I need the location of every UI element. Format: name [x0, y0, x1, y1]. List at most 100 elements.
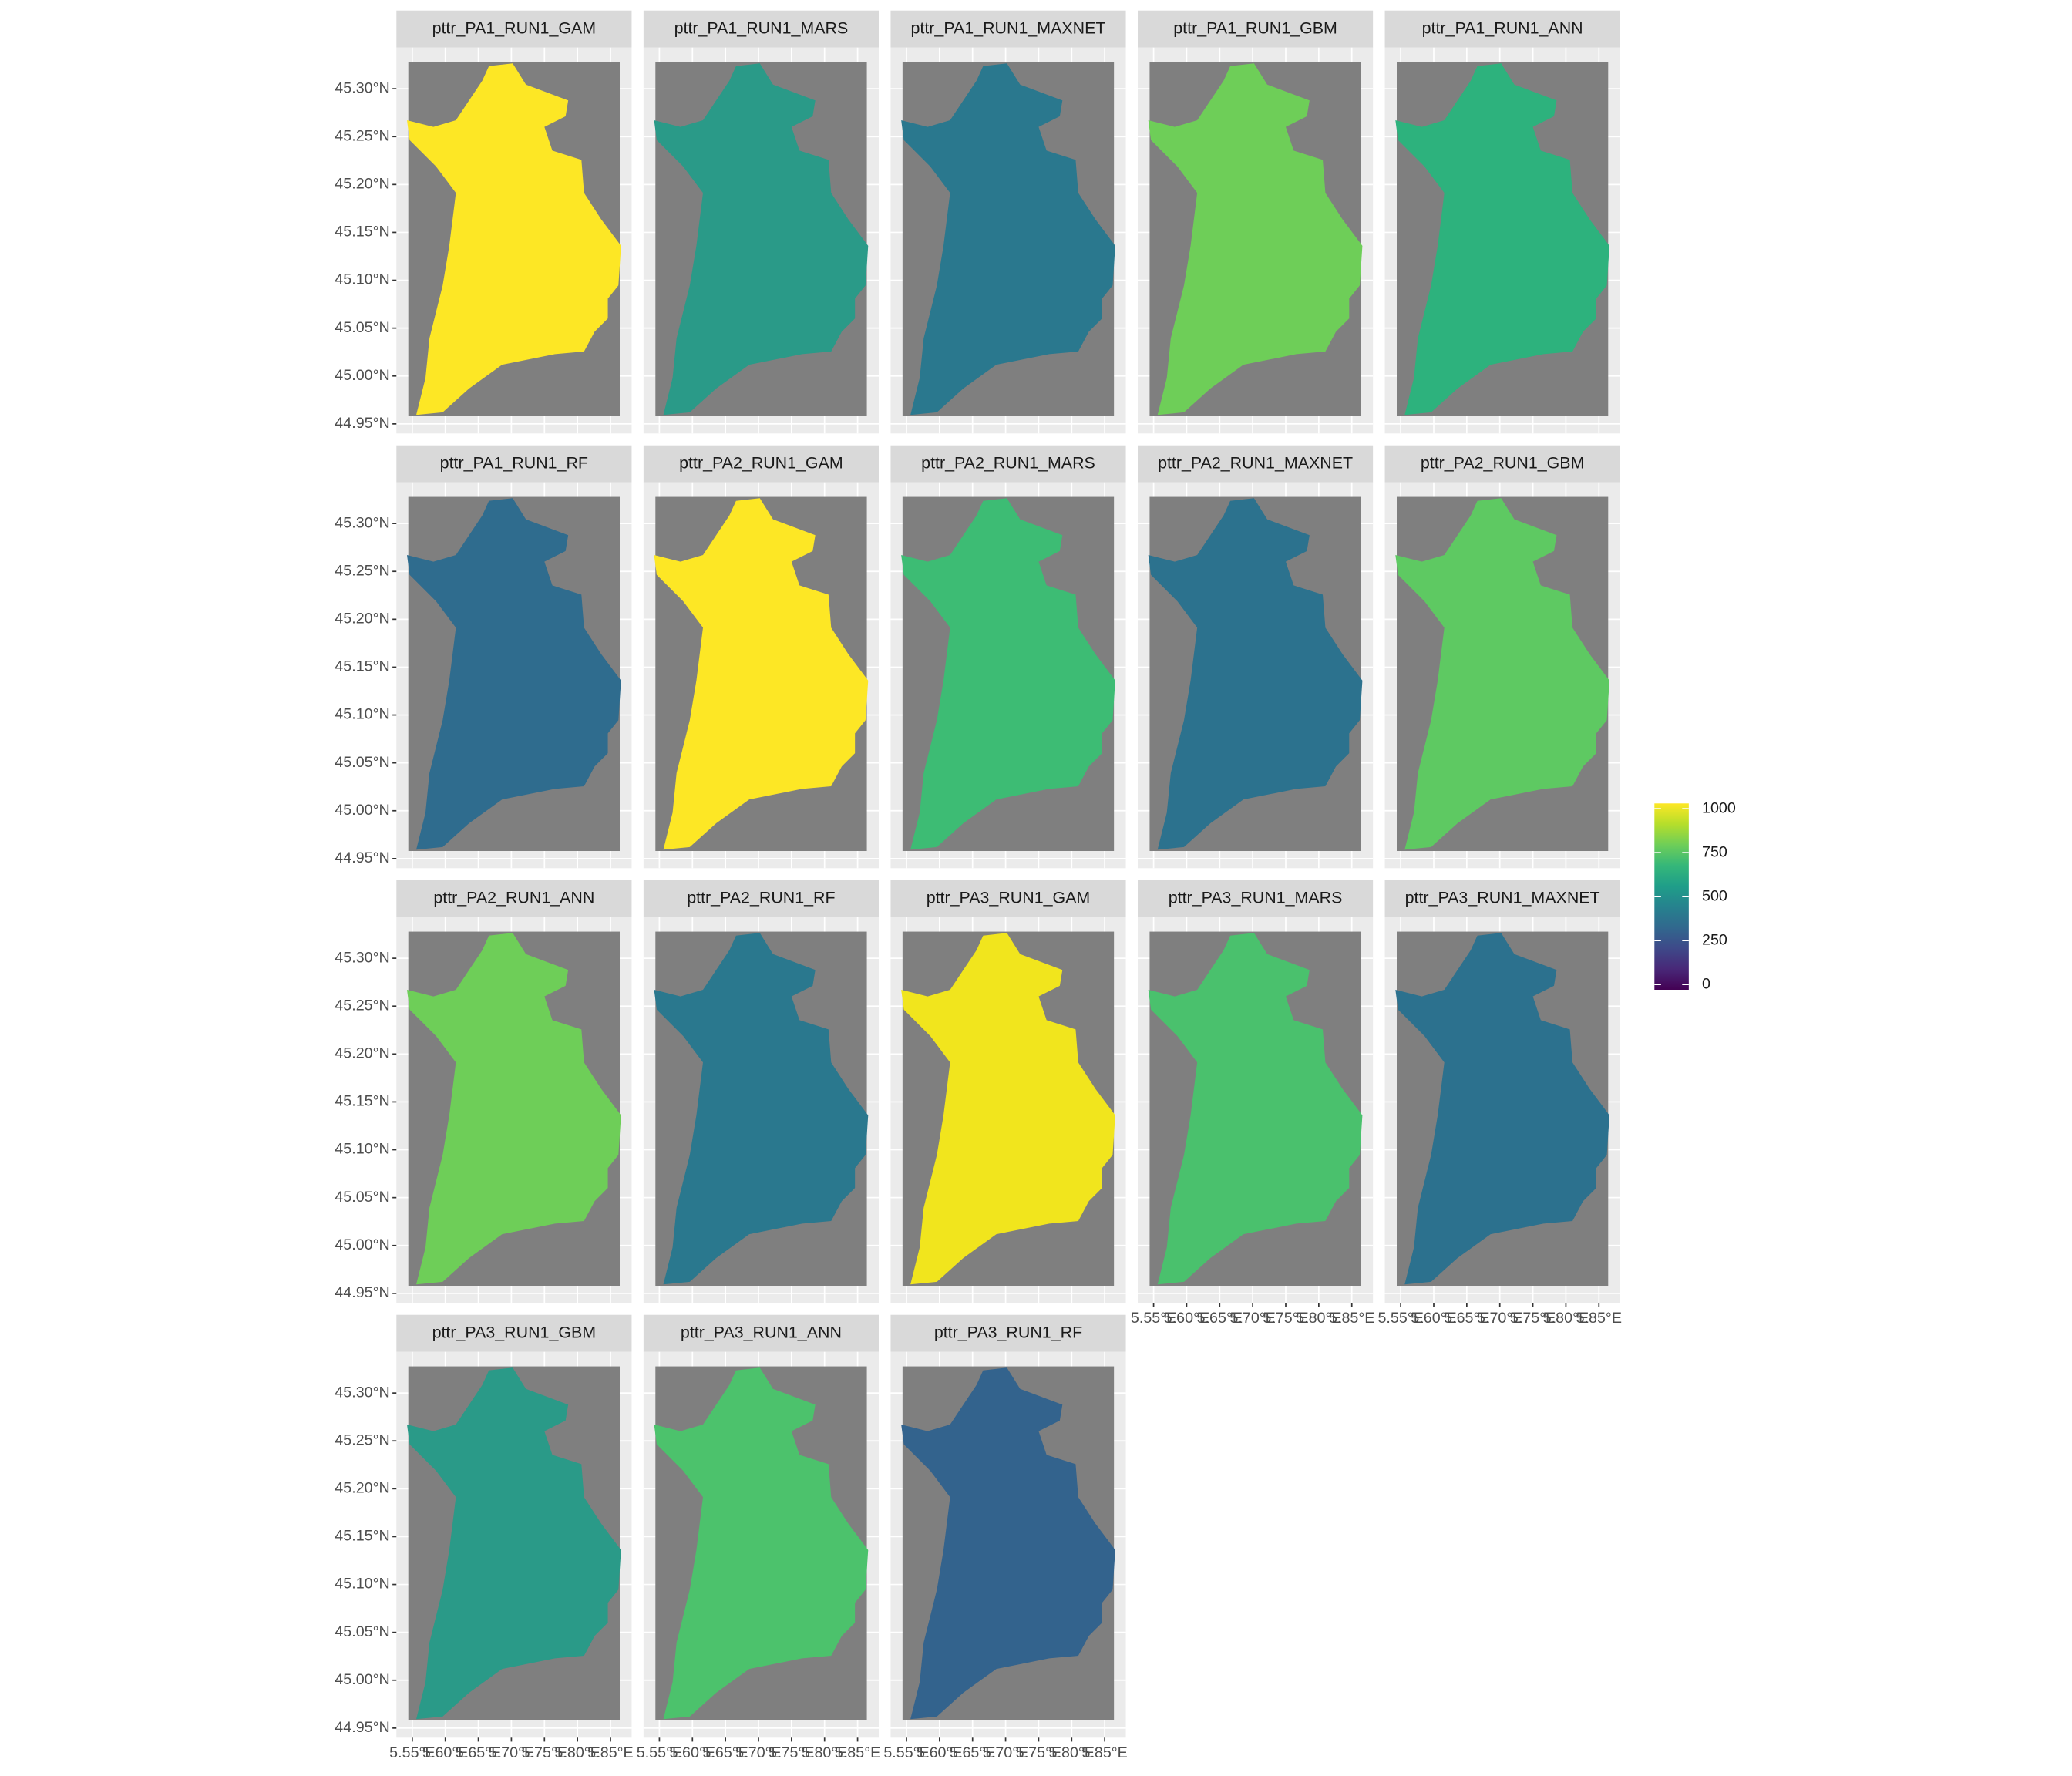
legend-label: 750 [1702, 843, 1727, 860]
map-area [407, 498, 621, 850]
strip [890, 10, 1126, 48]
y-tick-label: 45.25°N [335, 1431, 389, 1448]
strip [890, 880, 1126, 917]
strip-title: pttr_PA2_RUN1_GAM [679, 453, 843, 472]
y-tick-label: 45.20°N [335, 610, 389, 627]
x-tick-label: 5.75°E [522, 1744, 567, 1761]
strip-title: pttr_PA3_RUN1_RF [934, 1323, 1082, 1341]
map-area [654, 498, 869, 850]
legend-label: 250 [1702, 931, 1727, 948]
y-tick-label: 45.15°N [335, 658, 389, 675]
facet: pttr_PA2_RUN1_MARS [890, 445, 1126, 869]
y-tick-label: 45.25°N [335, 562, 389, 579]
x-tick-label: 5.80°E [802, 1744, 847, 1761]
facet: pttr_PA1_RUN1_ANN [1384, 10, 1620, 434]
x-tick-label: 5.65°E [1444, 1310, 1489, 1327]
map-area [407, 1367, 621, 1720]
x-tick-label: 5.70°E [1229, 1310, 1275, 1327]
y-tick-label: 44.95°N [335, 1284, 389, 1301]
y-tick-label: 45.10°N [335, 706, 389, 723]
x-tick-label: 5.75°E [769, 1744, 814, 1761]
y-tick-label: 45.10°N [335, 1576, 389, 1593]
x-tick-label: 5.85°E [835, 1744, 880, 1761]
map-area [407, 933, 621, 1285]
strip [396, 880, 632, 917]
facet: pttr_PA2_RUN1_GBM [1384, 445, 1620, 869]
x-tick-label: 5.75°E [1016, 1744, 1061, 1761]
x-tick-label: 5.55°E [1131, 1310, 1176, 1327]
y-tick-label: 45.05°N [335, 1189, 389, 1206]
y-tick-label: 45.05°N [335, 1623, 389, 1640]
x-tick-label: 5.65°E [456, 1744, 501, 1761]
y-tick-label: 45.10°N [335, 1141, 389, 1158]
strip [396, 445, 632, 483]
facet: pttr_PA1_RUN1_MAXNET [890, 10, 1126, 434]
facet: pttr_PA1_RUN1_RF 44.95°N 45.00°N 45.05°N 45.… [335, 445, 632, 869]
strip [643, 1314, 879, 1352]
x-tick-label: 5.85°E [587, 1744, 633, 1761]
y-tick-label: 45.20°N [335, 176, 389, 193]
strip-title: pttr_PA2_RUN1_RF [687, 888, 835, 906]
strip-title: pttr_PA3_RUN1_MAXNET [1405, 888, 1600, 906]
x-tick-label: 5.85°E [1329, 1310, 1374, 1327]
map-area [654, 1367, 869, 1720]
strip-title: pttr_PA1_RUN1_GAM [432, 18, 597, 37]
y-tick-label: 45.20°N [335, 1045, 389, 1062]
map-area [1148, 498, 1363, 850]
x-tick-label: 5.70°E [735, 1744, 781, 1761]
facet: pttr_PA3_RUN1_ANN 5.55°E5.60°E5.65°E5.70°… [637, 1314, 880, 1761]
map-area [901, 498, 1115, 850]
strip-title: pttr_PA3_RUN1_MARS [1169, 888, 1343, 906]
y-tick-label: 45.20°N [335, 1480, 389, 1497]
facet: pttr_PA1_RUN1_MARS [643, 10, 879, 434]
y-tick-label: 45.00°N [335, 1236, 389, 1253]
strip [643, 445, 879, 483]
strip-title: pttr_PA1_RUN1_ANN [1422, 18, 1583, 37]
x-tick-label: 5.75°E [1510, 1310, 1556, 1327]
y-tick-label: 45.30°N [335, 79, 389, 96]
strip [1384, 880, 1620, 917]
strip [1138, 10, 1374, 48]
y-tick-label: 45.00°N [335, 1671, 389, 1688]
y-tick-label: 45.15°N [335, 224, 389, 240]
strip [890, 445, 1126, 483]
x-tick-label: 5.55°E [637, 1744, 682, 1761]
y-tick-label: 45.05°N [335, 754, 389, 771]
map-area [1148, 933, 1363, 1285]
map-area [654, 933, 869, 1285]
strip [1138, 445, 1374, 483]
facet: pttr_PA3_RUN1_GAM [890, 880, 1126, 1303]
strip-title: pttr_PA1_RUN1_MARS [674, 18, 849, 37]
map-area [1395, 933, 1610, 1285]
facet: pttr_PA3_RUN1_GBM 44.95°N 45.00°N 45.05°N 45… [335, 1314, 634, 1761]
strip-title: pttr_PA3_RUN1_GBM [432, 1323, 597, 1341]
map-area [407, 63, 621, 415]
y-tick-label: 45.30°N [335, 514, 389, 531]
strip [1138, 880, 1374, 917]
strip-title: pttr_PA1_RUN1_GBM [1173, 18, 1337, 37]
x-tick-label: 5.60°E [670, 1744, 715, 1761]
facet: pttr_PA3_RUN1_MARS 5.55°E5.60°E5.65°E5.70… [1131, 880, 1374, 1327]
legend-label: 0 [1702, 975, 1710, 992]
x-tick-label: 5.60°E [917, 1744, 962, 1761]
x-tick-label: 5.70°E [983, 1744, 1028, 1761]
x-tick-label: 5.55°E [883, 1744, 929, 1761]
y-tick-label: 44.95°N [335, 1719, 389, 1736]
strip [396, 1314, 632, 1352]
map-area [1395, 63, 1610, 415]
y-tick-label: 44.95°N [335, 415, 389, 432]
map-area [901, 933, 1115, 1285]
x-tick-label: 5.55°E [389, 1744, 435, 1761]
y-tick-label: 45.15°N [335, 1528, 389, 1545]
y-tick-label: 45.15°N [335, 1093, 389, 1110]
map-area [1395, 498, 1610, 850]
strip [396, 10, 632, 48]
y-tick-label: 45.00°N [335, 802, 389, 819]
x-tick-label: 5.80°E [1049, 1744, 1095, 1761]
x-tick-label: 5.65°E [702, 1744, 748, 1761]
strip [890, 1314, 1126, 1352]
y-tick-label: 45.00°N [335, 367, 389, 384]
x-tick-label: 5.60°E [1411, 1310, 1456, 1327]
strip [1384, 10, 1620, 48]
